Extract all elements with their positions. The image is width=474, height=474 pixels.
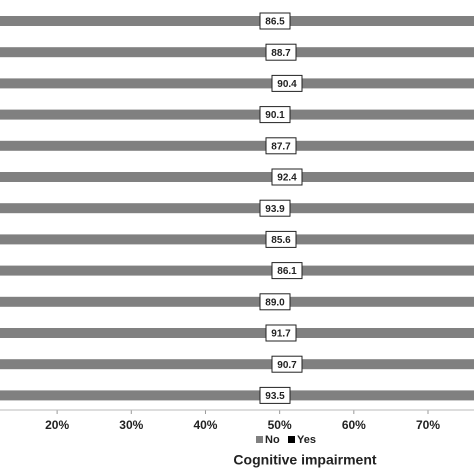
value-label-box	[265, 230, 297, 248]
bar-segment	[0, 359, 474, 370]
legend-swatch	[288, 436, 295, 443]
plot-area	[0, 16, 474, 401]
value-label-box	[271, 262, 303, 280]
value-label-box	[259, 293, 291, 311]
value-label-box	[259, 386, 291, 404]
legend-swatch	[256, 436, 263, 443]
value-label-box	[265, 324, 297, 342]
value-label: 93.9	[265, 204, 285, 215]
value-label: 89.0	[265, 297, 285, 308]
value-label: 86.1	[277, 266, 297, 277]
value-label-box	[271, 168, 303, 186]
legend-label: Yes	[297, 434, 316, 446]
bar-segment	[0, 234, 474, 245]
x-axis-title: Cognitive impairment	[233, 452, 376, 468]
bar-segment	[0, 265, 474, 276]
bar-segment	[0, 47, 474, 58]
bar-segment	[0, 328, 474, 338]
value-label-box	[271, 355, 303, 373]
bar-segment	[0, 16, 474, 26]
value-label: 91.7	[271, 329, 291, 340]
value-label: 90.7	[277, 360, 297, 371]
value-label-box	[265, 43, 297, 61]
bar-segment	[0, 78, 474, 89]
value-label-box	[259, 12, 291, 30]
bar-segment	[0, 296, 474, 307]
bar-segment	[0, 109, 474, 120]
value-label-box	[265, 137, 297, 155]
value-label: 86.5	[265, 17, 285, 28]
bar-segment	[0, 203, 474, 214]
value-label: 92.4	[277, 173, 297, 184]
x-tick-label: 30%	[119, 418, 143, 432]
x-tick-label: 60%	[342, 418, 366, 432]
value-label: 88.7	[271, 48, 291, 59]
value-label: 93.5	[265, 391, 285, 402]
bar-segment	[0, 172, 474, 182]
value-label-box	[271, 74, 303, 92]
value-label-box	[259, 199, 291, 217]
value-label: 87.7	[271, 141, 291, 152]
x-tick-label: 70%	[416, 418, 440, 432]
x-tick-label: 50%	[268, 418, 292, 432]
bar-segment	[0, 390, 474, 401]
legend-label: No	[265, 434, 280, 446]
x-tick-label: 40%	[193, 418, 217, 432]
value-label: 85.6	[271, 235, 291, 246]
bar-segment	[0, 140, 474, 151]
value-label: 90.1	[265, 110, 285, 121]
x-tick-label: 20%	[45, 418, 69, 432]
value-label-box	[259, 106, 291, 124]
value-label: 90.4	[277, 79, 297, 90]
